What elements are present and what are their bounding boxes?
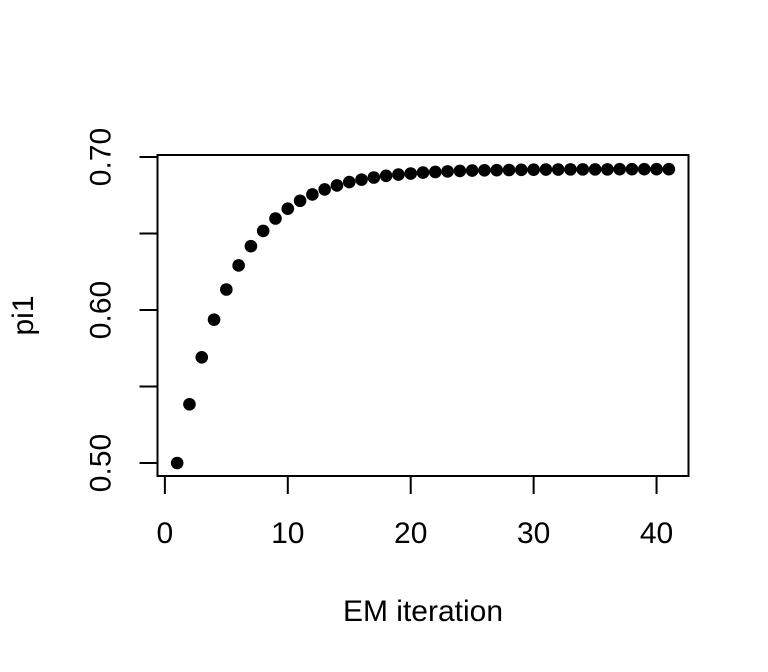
data-point <box>576 163 590 176</box>
data-point <box>662 162 676 176</box>
data-point <box>318 183 331 196</box>
data-point <box>367 171 381 184</box>
y-tick-label: 0.70 <box>85 128 118 186</box>
data-point <box>416 166 430 179</box>
x-tick-label: 0 <box>157 517 174 550</box>
x-tick-label: 20 <box>394 517 427 550</box>
x-tick-label: 30 <box>517 517 550 550</box>
data-point <box>195 350 209 364</box>
data-point <box>601 163 614 176</box>
data-point <box>404 167 418 180</box>
data-point <box>220 283 233 296</box>
data-point <box>256 224 270 238</box>
data-point <box>478 164 491 177</box>
data-point <box>527 163 540 176</box>
data-point <box>269 212 282 225</box>
x-axis-tick-labels: 0 10 20 30 40 <box>157 517 674 550</box>
data-point <box>453 164 467 178</box>
data-point <box>650 162 663 176</box>
data-point <box>232 259 245 272</box>
data-point <box>355 173 368 186</box>
data-point <box>465 164 479 177</box>
data-point <box>539 163 553 176</box>
data-points <box>170 162 676 470</box>
data-point <box>330 179 344 192</box>
x-tick-label: 10 <box>271 517 304 550</box>
plot-border <box>156 154 690 477</box>
data-point <box>379 169 393 183</box>
data-point <box>170 456 184 470</box>
y-tick-label: 0.60 <box>85 281 118 339</box>
data-point <box>244 239 258 253</box>
data-point <box>293 194 307 208</box>
y-tick-label: 0.50 <box>85 434 118 492</box>
data-point <box>281 202 295 216</box>
x-axis-title: EM iteration <box>343 595 503 628</box>
y-axis-ticks <box>139 155 158 464</box>
data-point <box>637 162 651 176</box>
data-point <box>428 165 442 179</box>
data-point <box>564 163 577 176</box>
data-point <box>515 163 528 177</box>
data-point <box>441 165 454 178</box>
data-point <box>613 162 626 176</box>
data-point <box>625 162 639 176</box>
data-point <box>306 188 319 201</box>
y-axis-tick-labels: 0.50 0.60 0.70 <box>85 128 118 492</box>
y-axis-title: pi1 <box>7 295 40 335</box>
x-axis-ticks <box>163 476 658 494</box>
data-point <box>502 163 516 177</box>
data-point <box>207 313 221 326</box>
data-point <box>392 168 405 181</box>
data-point <box>490 163 504 177</box>
data-point <box>551 163 565 176</box>
data-point <box>588 163 602 176</box>
x-tick-label: 40 <box>640 517 673 550</box>
data-point <box>342 175 356 189</box>
data-point <box>183 397 196 411</box>
